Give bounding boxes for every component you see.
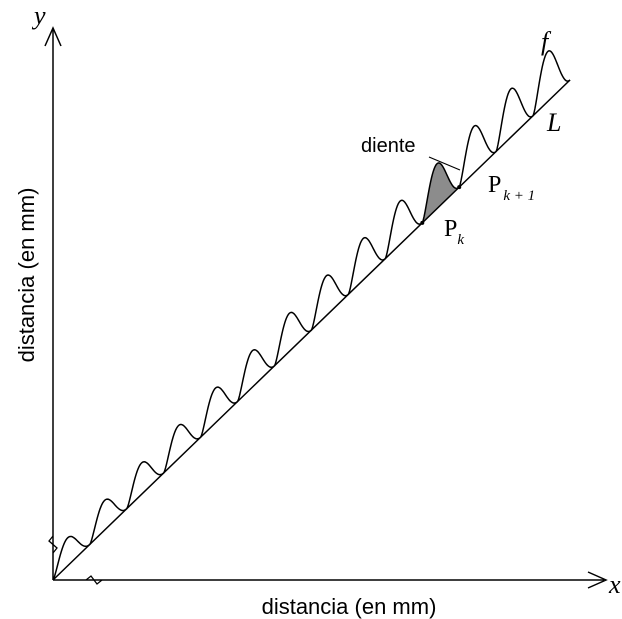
point-Pk-base: P (444, 216, 457, 242)
point-Pk-marker (420, 220, 425, 225)
line-L-label: L (546, 108, 561, 137)
tooth-pointer-line (428, 156, 461, 171)
x-axis-symbol: x (608, 570, 621, 599)
x-axis-break-mark (85, 575, 103, 585)
y-axis-break-mark (48, 535, 58, 554)
curve-f-label: f (541, 27, 552, 56)
point-Pk-subscript: k (457, 232, 464, 248)
x-axis-arrowhead (587, 571, 608, 589)
point-Pk1-base: P (488, 172, 501, 198)
point-Pk1-marker (457, 185, 462, 190)
curve-f (52, 50, 571, 581)
y-axis-label: distancia (en mm) (14, 188, 39, 363)
y-axis-symbol: y (31, 1, 46, 30)
tooth-label: diente (361, 135, 416, 157)
point-Pk1-subscript: k + 1 (503, 188, 535, 204)
x-axis-label: distancia (en mm) (262, 594, 437, 619)
y-axis-arrowhead (44, 26, 62, 47)
point-Pk-label: Pk (444, 216, 464, 248)
